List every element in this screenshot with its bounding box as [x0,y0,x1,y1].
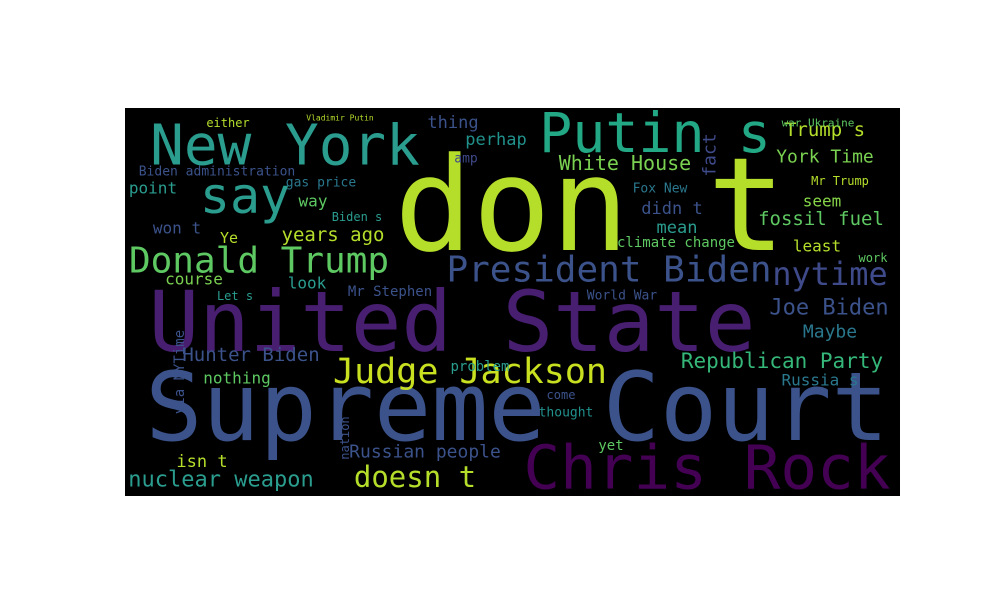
word: seem [803,192,842,211]
word: New York [150,114,420,179]
word: years ago [282,224,385,246]
word: President Biden [446,250,771,291]
word: Supreme Court [145,353,889,463]
word: Chris Rock [523,433,890,504]
word: Biden administration [139,165,296,180]
word: thing [427,113,478,133]
word: climate change [617,235,735,251]
word: yet [598,438,623,454]
word: Hunter Biden [182,344,319,366]
word: Joe Biden [769,296,888,321]
word: thought [539,406,594,421]
word: least [793,237,841,256]
word: via NYTime [172,330,188,414]
word: Trump s [785,119,865,141]
word: nuclear weapon [128,468,313,493]
word: course [165,270,223,289]
word: Russian people [349,442,501,463]
word: come [547,388,576,402]
word: World War [587,289,658,304]
word: Vladimir Putin [306,114,374,123]
word: fact [700,133,721,176]
word: say [200,167,290,225]
word: York Time [776,147,874,168]
word: point [129,179,177,198]
word: either [206,116,249,130]
word: look [288,274,327,293]
word: didn t [641,199,702,219]
word: mean [657,218,698,238]
word: isn t [176,452,227,472]
word: gas price [286,176,357,191]
word: war Ukraine [782,117,855,130]
word: problem [450,359,509,375]
word: work [859,251,889,265]
word: nytime [772,255,888,293]
word: doesn t [354,460,476,494]
word: Mr Trump [811,174,869,188]
word: Maybe [803,322,857,343]
word: way [299,192,328,211]
word: Republican Party [681,349,883,373]
word: Biden s [332,210,383,224]
word: fossil fuel [758,208,884,230]
word: United State [149,273,756,371]
word: Let s [217,289,253,303]
word: Judge Jackson [333,352,607,392]
word: don t [394,129,785,281]
word: nation [338,416,352,459]
word: Donald Trump [129,241,389,282]
word: Putin s [539,101,771,165]
word: won t [153,219,201,238]
word: amp [454,152,478,167]
word: perhap [465,130,526,150]
word: nothing [203,369,270,388]
word: White House [559,151,691,175]
word: Fox New [633,182,688,197]
word: Ye [220,229,238,247]
word: Russia s [781,371,858,390]
word-cloud-background [125,108,900,496]
word: Mr Stephen [348,284,432,300]
